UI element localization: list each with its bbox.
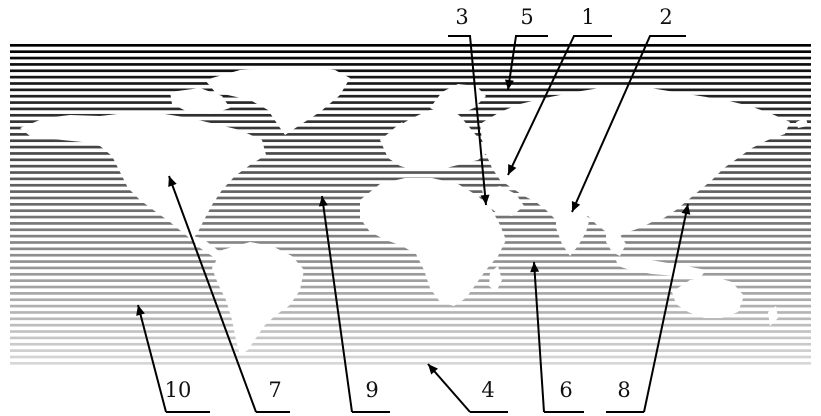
callout-1-leader (507, 35, 612, 176)
callout-2-arrowhead (571, 201, 581, 212)
stripe (10, 311, 811, 314)
india (556, 212, 590, 256)
arctic-islands (170, 88, 230, 114)
stripe (10, 82, 811, 85)
continents (20, 66, 808, 355)
stripe (10, 94, 811, 98)
callout-10-label: 10 (165, 378, 192, 402)
stripe (10, 323, 811, 327)
stripe (10, 44, 811, 47)
callout-labels: 1 2 3 4 5 6 7 8 9 10 (165, 5, 673, 402)
callout-2-label: 2 (659, 5, 672, 29)
asia (480, 86, 790, 238)
stripe (10, 253, 811, 257)
stripe (10, 50, 811, 54)
africa (360, 178, 506, 306)
callout-2-leader (571, 35, 686, 213)
callouts (136, 35, 691, 413)
south-america (212, 242, 304, 355)
callout-10-arrowhead (136, 305, 145, 316)
british-isles (392, 122, 408, 146)
stripe (10, 355, 811, 359)
callout-8-label: 8 (617, 378, 630, 402)
small-islands (740, 118, 808, 150)
callout-10-leader (137, 304, 167, 413)
stripe (10, 63, 811, 66)
callout-5-leader (507, 35, 548, 91)
new-zealand (768, 306, 778, 326)
callout-4-arrowhead (428, 364, 438, 375)
stripe (10, 349, 811, 352)
callout-1-arrowhead (508, 164, 517, 175)
stripe (10, 336, 811, 340)
stripe (10, 75, 811, 79)
scandinavia (430, 84, 486, 116)
stripe (10, 171, 811, 174)
stripe (10, 317, 811, 321)
callout-1-label: 1 (581, 5, 594, 29)
callout-9-arrowhead (318, 196, 328, 207)
callout-3-arrowhead (480, 194, 490, 205)
stripe (10, 101, 811, 104)
north-america (20, 112, 266, 240)
stripe (10, 330, 811, 333)
indonesia (616, 258, 706, 278)
callout-6-leader (533, 261, 545, 413)
greenland (205, 66, 350, 135)
stripe (10, 304, 811, 308)
stripe (10, 56, 811, 60)
europe (380, 108, 488, 170)
stripe (10, 342, 811, 346)
callout-3-label: 3 (455, 5, 468, 29)
callout-7-label: 7 (268, 378, 281, 402)
stripe (10, 107, 811, 111)
callout-3-leader (448, 35, 487, 206)
callout-6-arrowhead (530, 262, 540, 273)
callout-9-label: 9 (365, 378, 378, 402)
southeast-asia (606, 230, 626, 256)
stripe (10, 113, 811, 117)
callout-7-leader (168, 175, 257, 413)
stripe (10, 266, 811, 270)
callout-5-arrowhead (505, 79, 514, 90)
australia (672, 276, 744, 318)
stripe (10, 88, 811, 92)
arabia (482, 186, 524, 216)
callout-8-arrowhead (681, 204, 691, 215)
callout-6-label: 6 (559, 378, 572, 402)
callout-8-leader (643, 203, 689, 413)
stripe (10, 298, 811, 302)
callout-9-leader (321, 195, 353, 413)
stripe (10, 272, 811, 276)
stripe (10, 69, 811, 73)
callout-4-leader (427, 363, 471, 413)
stripe (10, 279, 811, 282)
callout-7-arrowhead (168, 176, 177, 187)
japan (702, 150, 722, 180)
stripe (10, 292, 811, 295)
madagascar (489, 266, 502, 292)
callout-5-label: 5 (520, 5, 533, 29)
callout-4-label: 4 (481, 378, 494, 402)
stripe (10, 285, 811, 289)
stripe (10, 260, 811, 263)
stripe (10, 362, 811, 365)
